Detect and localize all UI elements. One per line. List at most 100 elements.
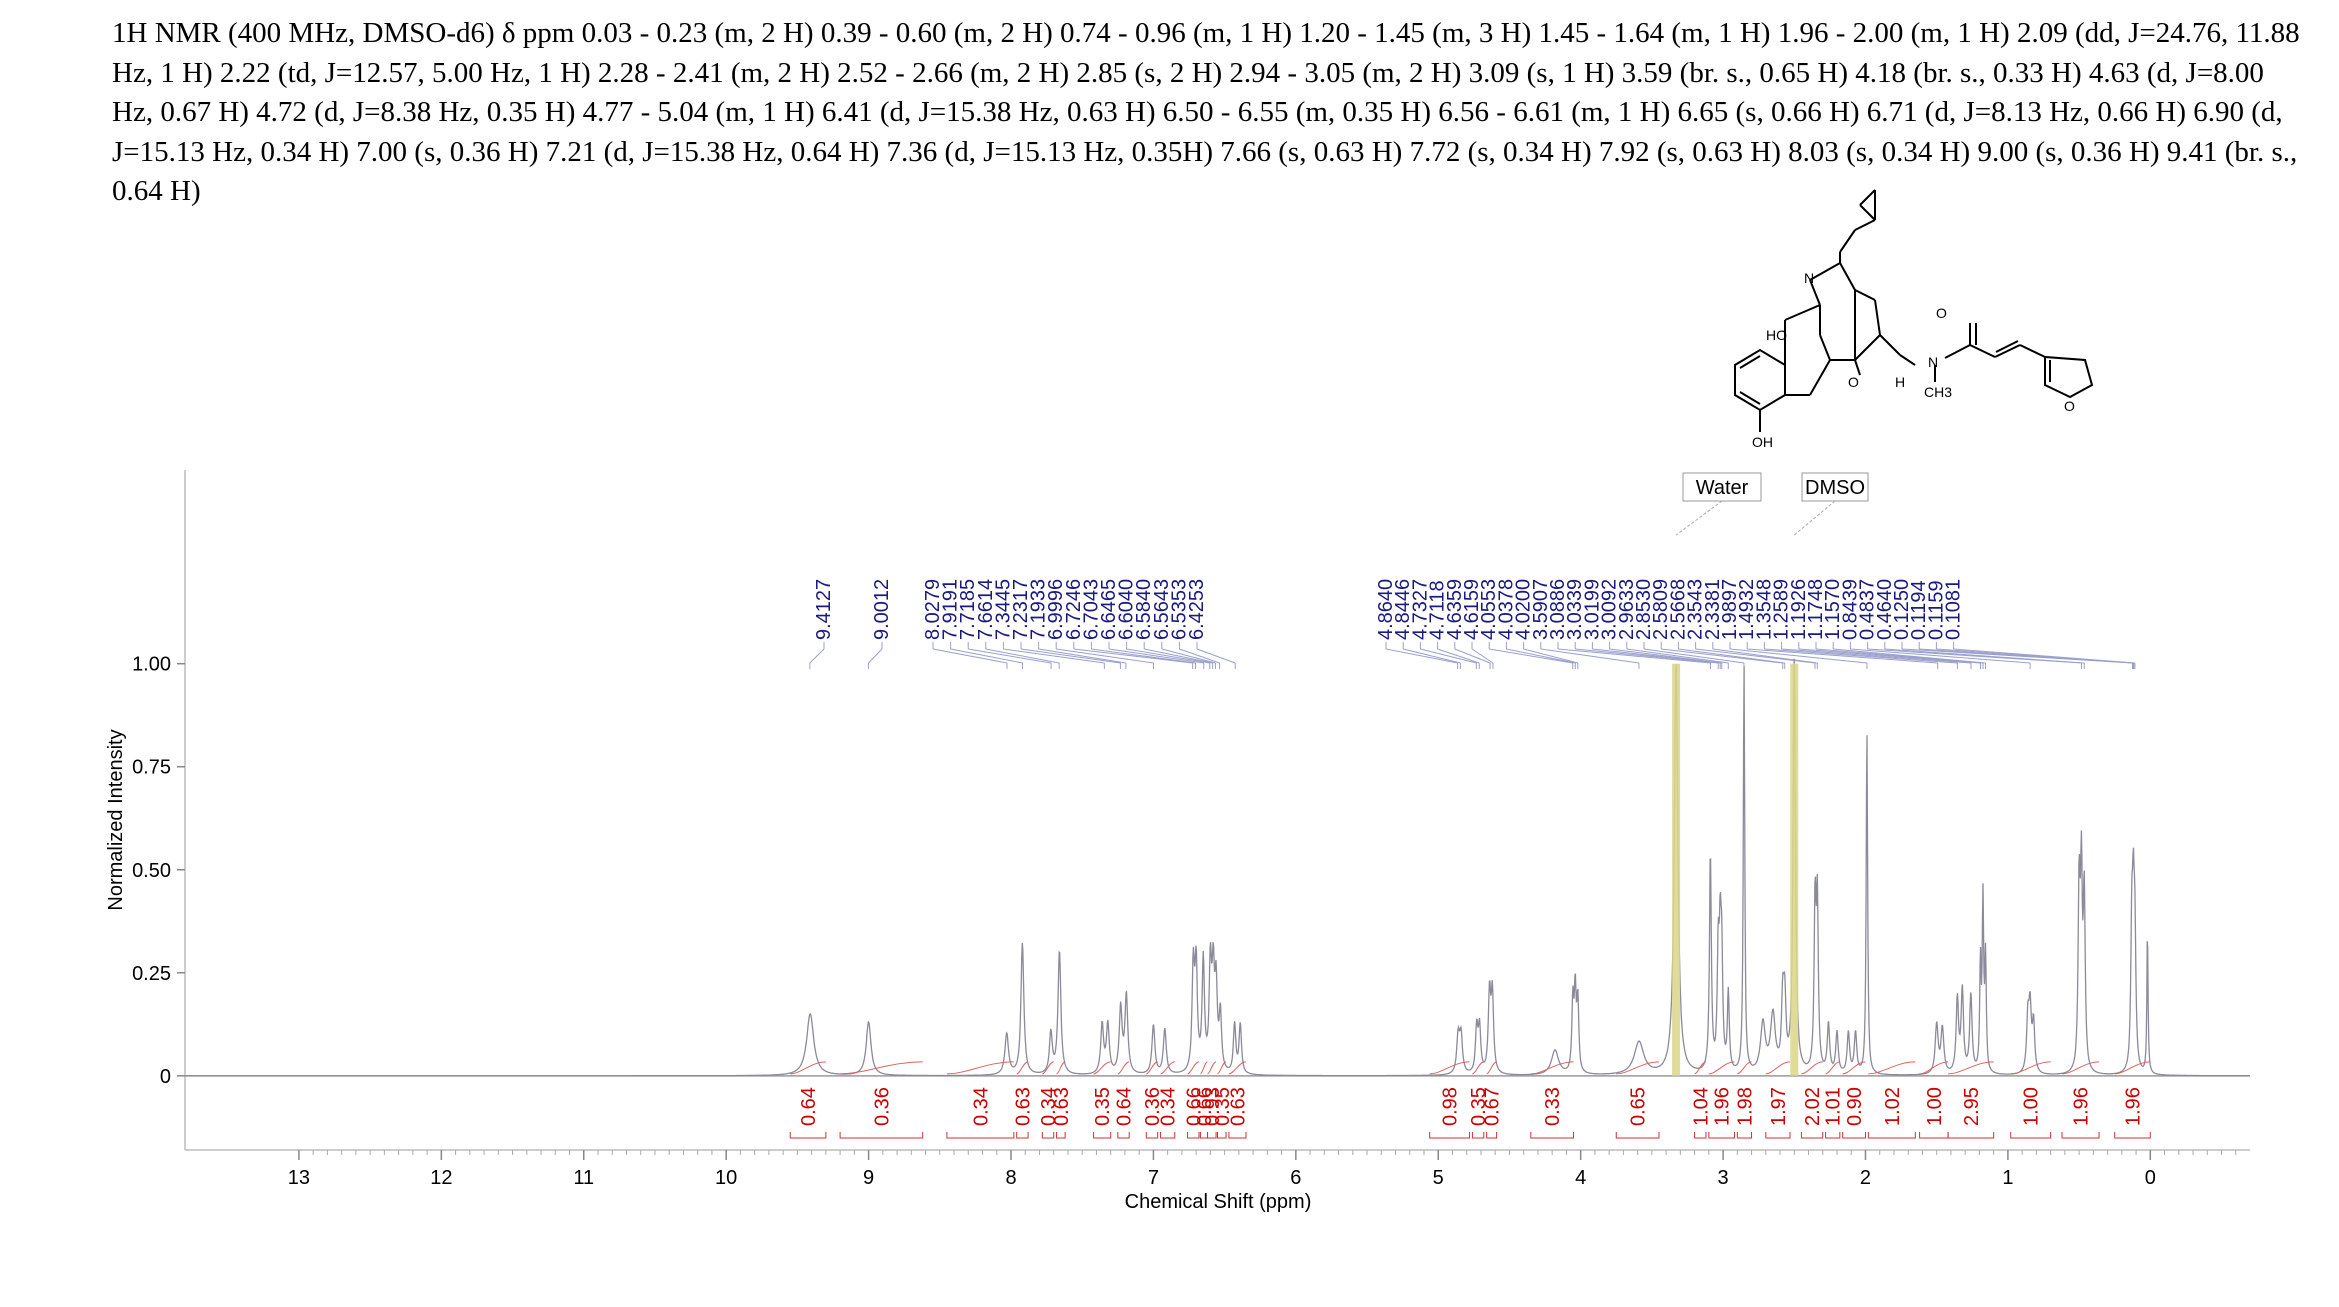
integral-label: 0.36: [1142, 1087, 1164, 1126]
solvent-label: DMSO: [1805, 477, 1865, 499]
integral-curve: [1765, 1061, 1791, 1075]
peak-label-leader: [1695, 648, 1816, 664]
integrals: 0.64 0.36 0.34 0.63 0.340.63 0.35 0.64 0.360.34…: [789, 1061, 2151, 1139]
peak-label-leader: [1437, 648, 1480, 664]
integral-bracket: [1919, 1132, 1949, 1139]
peak-label: 2.3543: [1685, 579, 1707, 640]
peak-label-leader: [1003, 648, 1105, 664]
ho-label: HO: [1766, 327, 1787, 343]
integral-bracket: [839, 1132, 924, 1139]
peak-label: 2.5668: [1667, 579, 1689, 640]
integral-label: 0.34: [1038, 1087, 1060, 1126]
x-tick-label: 6: [1290, 1167, 1301, 1189]
integral-label: 0.63: [1012, 1087, 1034, 1126]
chemical-structure: [1734, 189, 2094, 432]
peak-label: 3.5907: [1530, 579, 1552, 640]
y-tick-label: 0.25: [132, 963, 171, 985]
integral-label: 0.36: [871, 1087, 893, 1126]
integral-curve: [2010, 1061, 2051, 1075]
peak-label-leader: [1038, 648, 1126, 664]
furan-ring: [2044, 355, 2094, 399]
header-text: 1H NMR (400 MHz, DMSO-d6) δ ppm 0.03 - 0…: [112, 17, 2300, 207]
peak-label: 2.8530: [1633, 579, 1655, 640]
integral-bracket: [1093, 1132, 1112, 1139]
integral-curve: [1616, 1061, 1659, 1075]
peak-label-leader: [1471, 648, 1494, 664]
spectrum-trace: [185, 658, 2250, 1077]
peak-label-leader: [1179, 648, 1220, 664]
integral-bracket: [1199, 1132, 1209, 1139]
integral-curve: [1207, 1061, 1217, 1075]
integral-curve: [1919, 1061, 1949, 1075]
integral-bracket: [1825, 1132, 1841, 1139]
peak-label: 4.8446: [1392, 579, 1414, 640]
x-tick-label: 7: [1148, 1167, 1159, 1189]
peak-label: 0.4640: [1874, 579, 1896, 640]
peak-label: 6.9996: [1045, 579, 1067, 640]
y-tick-label: 0.50: [132, 860, 171, 882]
peak-label: 0.4837: [1857, 579, 1879, 640]
integral-label: 0.63: [1227, 1087, 1249, 1126]
o-furan-label: O: [2064, 398, 2075, 414]
peak-label-leader: [1020, 648, 1121, 664]
peak-label-leader: [868, 648, 883, 664]
integral-curve: [840, 1061, 923, 1075]
peak-label-leader: [1420, 648, 1477, 664]
o-ring-label: O: [1848, 374, 1859, 390]
integral-curve: [1429, 1061, 1470, 1075]
integral-bracket: [1207, 1132, 1217, 1139]
x-tick-label: 4: [1575, 1167, 1586, 1189]
peak-label-leader: [1764, 648, 1958, 664]
integral-bracket: [1486, 1132, 1498, 1139]
solvent-leader: [1793, 500, 1836, 536]
x-tick-label: 3: [1718, 1167, 1729, 1189]
integral-curve: [2061, 1061, 2100, 1075]
peak-label: 1.1748: [1805, 579, 1827, 640]
peak-label-leader: [1678, 648, 1785, 664]
peak-label: 6.5840: [1133, 579, 1155, 640]
integral-label: 1.96: [2123, 1087, 2145, 1126]
integral-label: 1.97: [1768, 1087, 1790, 1126]
integral-curve: [1117, 1061, 1130, 1075]
integral-curve: [1228, 1061, 1247, 1075]
peak-label: 7.2317: [1010, 579, 1032, 640]
peak-label-leader: [1661, 648, 1783, 664]
integral-label: 2.02: [1802, 1087, 1824, 1126]
peak-label: 4.8640: [1375, 579, 1397, 640]
integral-bracket: [2010, 1132, 2052, 1139]
integral-bracket: [946, 1132, 1015, 1139]
integral-label: 0.35: [1212, 1087, 1234, 1126]
peak-label: 4.0200: [1513, 579, 1535, 640]
integral-label: 0.34: [970, 1087, 992, 1126]
integral-curve: [1200, 1061, 1208, 1075]
integral-curve: [1146, 1061, 1158, 1075]
integral-curve: [1801, 1061, 1823, 1075]
peak-label: 7.3445: [992, 579, 1014, 640]
integral-bracket: [1530, 1132, 1575, 1139]
aromatic-ring: [1734, 348, 1786, 412]
integral-bracket: [1708, 1132, 1735, 1139]
integral-bracket: [789, 1132, 827, 1139]
peak-label-leader: [1850, 648, 2031, 664]
peak-label: 9.4127: [813, 579, 835, 640]
integral-label: 1.04: [1690, 1087, 1712, 1126]
integral-curve: [1530, 1061, 1574, 1075]
solvent-labels: Water DMSO: [1675, 472, 1869, 536]
peak-label: 1.1926: [1788, 579, 1810, 640]
x-tick-label: 8: [1005, 1167, 1016, 1189]
peak-label: 7.7185: [957, 579, 979, 640]
h-label: H: [1895, 374, 1905, 390]
integral-label: 1.00: [2021, 1087, 2043, 1126]
integral-curve: [1868, 1061, 1916, 1075]
peak-label-leader: [1609, 648, 1722, 664]
integral-bracket: [1471, 1132, 1485, 1139]
peak-label-leader: [1506, 648, 1576, 664]
peak-label-leader: [950, 648, 1023, 664]
peak-label: 4.7327: [1409, 579, 1431, 640]
peak-label-leader: [1712, 648, 1818, 664]
peak-label: 6.6040: [1116, 579, 1138, 640]
peak-label: 1.1570: [1822, 579, 1844, 640]
peak-label: 3.0339: [1564, 579, 1586, 640]
integral-curve: [1056, 1061, 1066, 1075]
